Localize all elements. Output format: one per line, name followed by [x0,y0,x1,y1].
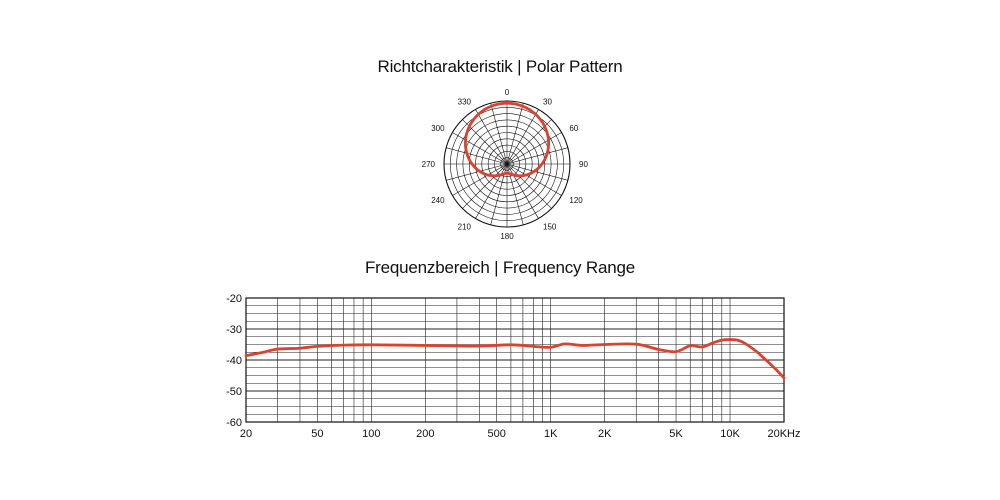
polar-spoke [490,103,508,165]
polar-angle-label: 0 [505,88,510,97]
polar-angle-label: 300 [431,124,445,133]
x-tick-label: 500 [488,428,506,440]
polar-angle-label: 330 [458,98,472,107]
polar-spoke [452,132,508,165]
polar-angle-label: 210 [458,222,472,231]
polar-angle-label: 240 [431,196,445,205]
y-tick-label: -60 [226,417,242,429]
x-tick-label: 200 [416,428,434,440]
polar-spoke [506,163,539,219]
frequency-chart-title: Frequenzbereich | Frequency Range [365,258,635,277]
x-tick-label: 5K [669,428,683,440]
x-tick-label: 2K [598,428,612,440]
x-tick-label: 100 [362,428,380,440]
polar-spoke [506,163,568,181]
x-tick-label: 20KHz [767,428,800,440]
y-tick-label: -30 [226,324,242,336]
polar-spoke [462,163,508,209]
polar-pattern-curve [464,101,550,178]
polar-angle-label: 150 [543,222,557,231]
polar-angle-label: 60 [569,124,578,133]
polar-spoke [446,163,508,181]
x-tick-label: 20 [240,428,252,440]
polar-chart-title: Richtcharakteristik | Polar Pattern [377,57,623,76]
polar-spoke [475,163,508,219]
polar-spoke [446,147,508,165]
x-tick-label: 1K [544,428,558,440]
freq-plot-frame [245,297,785,423]
polar-spoke [506,163,562,196]
x-tick-label: 50 [311,428,323,440]
polar-angle-label: 90 [579,160,588,169]
polar-spoke [506,147,568,165]
polar-angle-label: 120 [569,196,583,205]
polar-spoke [506,109,539,165]
polar-spoke [475,109,508,165]
frequency-response-line [244,338,786,380]
x-tick-label: 10K [720,428,740,440]
y-tick-label: -20 [226,293,242,305]
polar-spoke [506,163,552,209]
y-tick-label: -40 [226,355,242,367]
polar-angle-label: 180 [500,232,514,241]
polar-spoke [506,132,562,165]
polar-spoke [506,103,524,165]
y-tick-label: -50 [226,386,242,398]
polar-angle-label: 270 [422,160,436,169]
polar-angle-label: 30 [543,98,552,107]
polar-spoke [452,163,508,196]
